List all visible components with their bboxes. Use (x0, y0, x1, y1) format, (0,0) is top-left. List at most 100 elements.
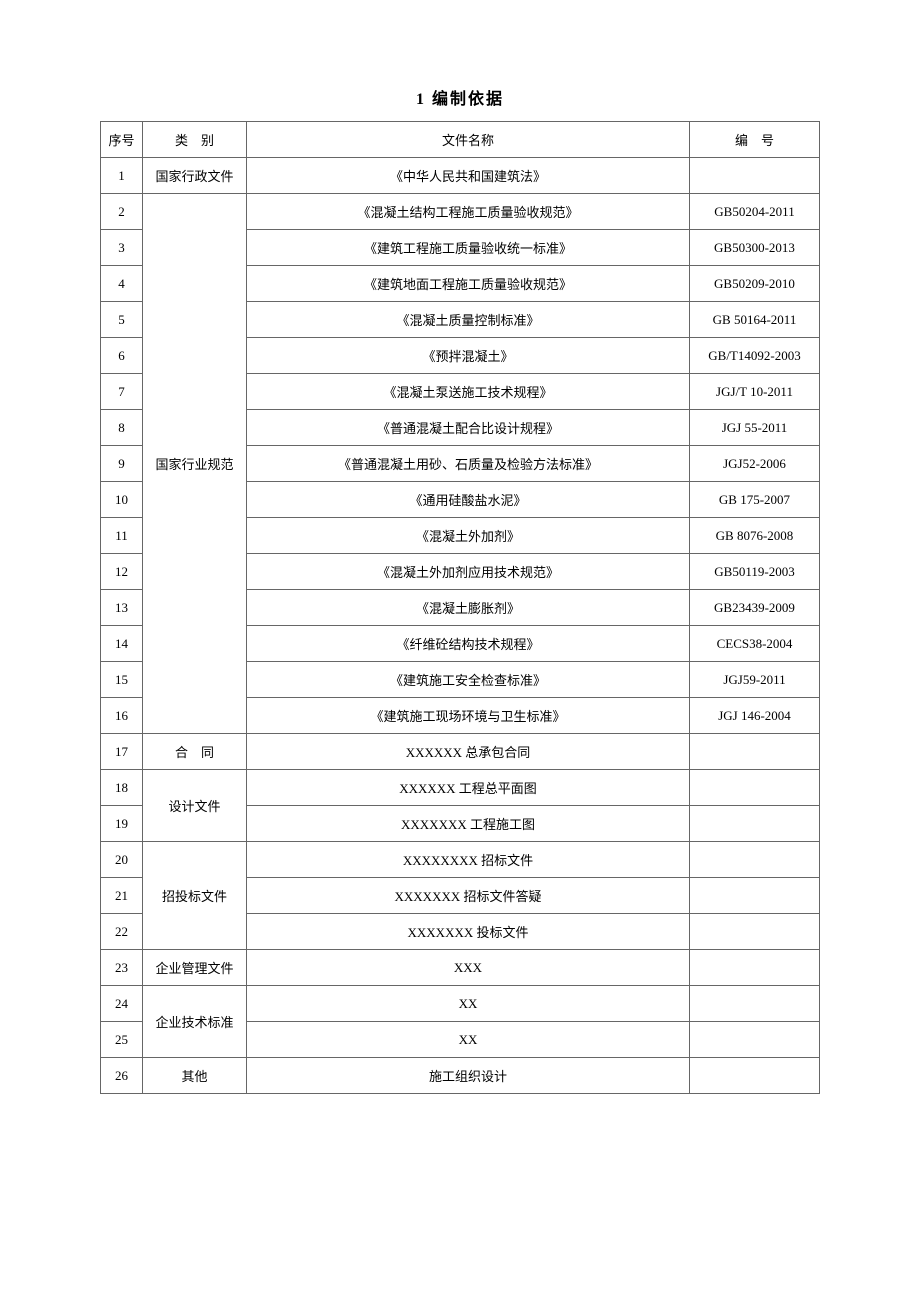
cell-code: CECS38-2004 (690, 626, 820, 662)
cell-name: 《普通混凝土配合比设计规程》 (247, 410, 690, 446)
cell-code: GB 50164-2011 (690, 302, 820, 338)
cell-name: XXXXXX 总承包合同 (247, 734, 690, 770)
cell-seq: 10 (101, 482, 143, 518)
cell-code (690, 734, 820, 770)
cell-category: 企业管理文件 (143, 950, 247, 986)
table-row: 17 合 同 XXXXXX 总承包合同 (101, 734, 820, 770)
cell-name: 《建筑地面工程施工质量验收规范》 (247, 266, 690, 302)
cell-name: XXXXXX 工程总平面图 (247, 770, 690, 806)
cell-seq: 1 (101, 158, 143, 194)
table-row: 18 设计文件 XXXXXX 工程总平面图 (101, 770, 820, 806)
cell-name: 《纤维砼结构技术规程》 (247, 626, 690, 662)
cell-seq: 8 (101, 410, 143, 446)
header-filename: 文件名称 (247, 122, 690, 158)
cell-code (690, 1058, 820, 1094)
cell-code (690, 1022, 820, 1058)
cell-seq: 5 (101, 302, 143, 338)
cell-seq: 7 (101, 374, 143, 410)
cell-seq: 19 (101, 806, 143, 842)
cell-seq: 16 (101, 698, 143, 734)
cell-name: 《混凝土膨胀剂》 (247, 590, 690, 626)
cell-seq: 11 (101, 518, 143, 554)
table-row: 2 国家行业规范 《混凝土结构工程施工质量验收规范》 GB50204-2011 (101, 194, 820, 230)
cell-seq: 15 (101, 662, 143, 698)
table-row: 23 企业管理文件 XXX (101, 950, 820, 986)
cell-code: GB23439-2009 (690, 590, 820, 626)
table-row: 26 其他 施工组织设计 (101, 1058, 820, 1094)
table-row: 1 国家行政文件 《中华人民共和国建筑法》 (101, 158, 820, 194)
cell-code: JGJ 146-2004 (690, 698, 820, 734)
cell-name: 《混凝土外加剂应用技术规范》 (247, 554, 690, 590)
cell-seq: 23 (101, 950, 143, 986)
cell-code (690, 986, 820, 1022)
cell-code: GB/T14092-2003 (690, 338, 820, 374)
cell-name: 《建筑施工安全检查标准》 (247, 662, 690, 698)
cell-name: 《混凝土结构工程施工质量验收规范》 (247, 194, 690, 230)
table-row: 24 企业技术标准 XX (101, 986, 820, 1022)
header-category: 类 别 (143, 122, 247, 158)
cell-name: 《普通混凝土用砂、石质量及检验方法标准》 (247, 446, 690, 482)
basis-table: 序号 类 别 文件名称 编 号 1 国家行政文件 《中华人民共和国建筑法》 2 … (100, 121, 820, 1094)
cell-category: 设计文件 (143, 770, 247, 842)
cell-code (690, 950, 820, 986)
cell-code: GB50204-2011 (690, 194, 820, 230)
cell-seq: 18 (101, 770, 143, 806)
cell-code (690, 878, 820, 914)
cell-seq: 2 (101, 194, 143, 230)
cell-code: GB50300-2013 (690, 230, 820, 266)
cell-seq: 3 (101, 230, 143, 266)
cell-code: JGJ 55-2011 (690, 410, 820, 446)
cell-name: 《通用硅酸盐水泥》 (247, 482, 690, 518)
cell-name: 《中华人民共和国建筑法》 (247, 158, 690, 194)
cell-seq: 26 (101, 1058, 143, 1094)
table-header-row: 序号 类 别 文件名称 编 号 (101, 122, 820, 158)
table-row: 20 招投标文件 XXXXXXXX 招标文件 (101, 842, 820, 878)
cell-code: GB50119-2003 (690, 554, 820, 590)
cell-seq: 22 (101, 914, 143, 950)
cell-code (690, 806, 820, 842)
header-code: 编 号 (690, 122, 820, 158)
cell-category: 国家行业规范 (143, 194, 247, 734)
cell-name: XXXXXXX 投标文件 (247, 914, 690, 950)
cell-code (690, 914, 820, 950)
cell-seq: 24 (101, 986, 143, 1022)
cell-code (690, 770, 820, 806)
cell-category: 国家行政文件 (143, 158, 247, 194)
cell-name: 《混凝土泵送施工技术规程》 (247, 374, 690, 410)
cell-category: 招投标文件 (143, 842, 247, 950)
cell-code: GB 8076-2008 (690, 518, 820, 554)
cell-name: XXXXXXX 工程施工图 (247, 806, 690, 842)
cell-code: JGJ52-2006 (690, 446, 820, 482)
cell-name: 《混凝土外加剂》 (247, 518, 690, 554)
cell-name: 《建筑施工现场环境与卫生标准》 (247, 698, 690, 734)
cell-seq: 14 (101, 626, 143, 662)
cell-seq: 9 (101, 446, 143, 482)
cell-name: 《预拌混凝土》 (247, 338, 690, 374)
header-seq: 序号 (101, 122, 143, 158)
cell-category: 企业技术标准 (143, 986, 247, 1058)
cell-seq: 6 (101, 338, 143, 374)
cell-name: XX (247, 1022, 690, 1058)
cell-name: 《混凝土质量控制标准》 (247, 302, 690, 338)
cell-name: XXXXXXXX 招标文件 (247, 842, 690, 878)
cell-seq: 13 (101, 590, 143, 626)
cell-code: GB 175-2007 (690, 482, 820, 518)
cell-seq: 25 (101, 1022, 143, 1058)
cell-category: 合 同 (143, 734, 247, 770)
cell-seq: 20 (101, 842, 143, 878)
cell-name: XX (247, 986, 690, 1022)
cell-name: XXXXXXX 招标文件答疑 (247, 878, 690, 914)
cell-name: 《建筑工程施工质量验收统一标准》 (247, 230, 690, 266)
cell-code: GB50209-2010 (690, 266, 820, 302)
cell-code: JGJ/T 10-2011 (690, 374, 820, 410)
document-title: 1 编制依据 (100, 85, 820, 109)
cell-code: JGJ59-2011 (690, 662, 820, 698)
cell-name: XXX (247, 950, 690, 986)
cell-category: 其他 (143, 1058, 247, 1094)
cell-seq: 17 (101, 734, 143, 770)
cell-seq: 4 (101, 266, 143, 302)
cell-code (690, 842, 820, 878)
cell-code (690, 158, 820, 194)
cell-name: 施工组织设计 (247, 1058, 690, 1094)
cell-seq: 21 (101, 878, 143, 914)
